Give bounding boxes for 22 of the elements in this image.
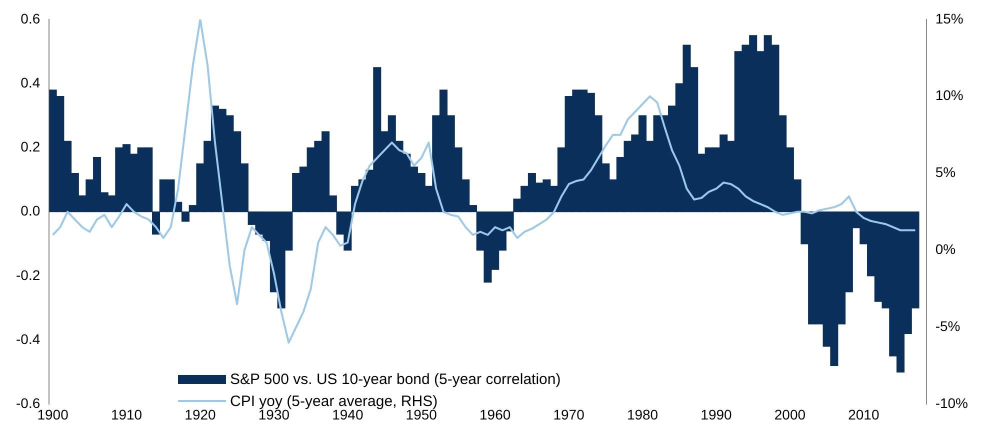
y-tick-label: -0.2 [16, 266, 40, 283]
y2-tick-label: 0% [935, 241, 956, 258]
y2-tick-label: 10% [935, 87, 964, 104]
legend-label: S&P 500 vs. US 10-year bond (5-year correlation) [230, 370, 561, 388]
y-tick-label: -0.6 [16, 395, 40, 412]
x-tick-label: 1920 [184, 406, 216, 422]
x-tick-label: 2010 [848, 406, 880, 422]
x-tick-label: 1990 [700, 406, 732, 422]
y-tick-label: 0.6 [20, 10, 40, 26]
y2-tick-label: 5% [935, 164, 956, 180]
y-tick-label: 0.0 [20, 202, 40, 219]
y2-tick-label: -5% [935, 318, 960, 334]
x-tick-label: 1980 [626, 406, 658, 422]
y2-tick-label: 15% [935, 10, 964, 26]
x-tick-label: 1970 [553, 406, 585, 422]
y-tick-label: -0.4 [16, 330, 40, 347]
y-tick-label: 0.4 [20, 74, 40, 90]
x-tick-label: 1910 [110, 406, 142, 422]
x-tick-label: 2000 [774, 406, 806, 422]
x-tick-label: 1960 [480, 406, 511, 422]
y-tick-label: 0.2 [20, 138, 40, 155]
y2-tick-label: -10% [935, 395, 968, 412]
